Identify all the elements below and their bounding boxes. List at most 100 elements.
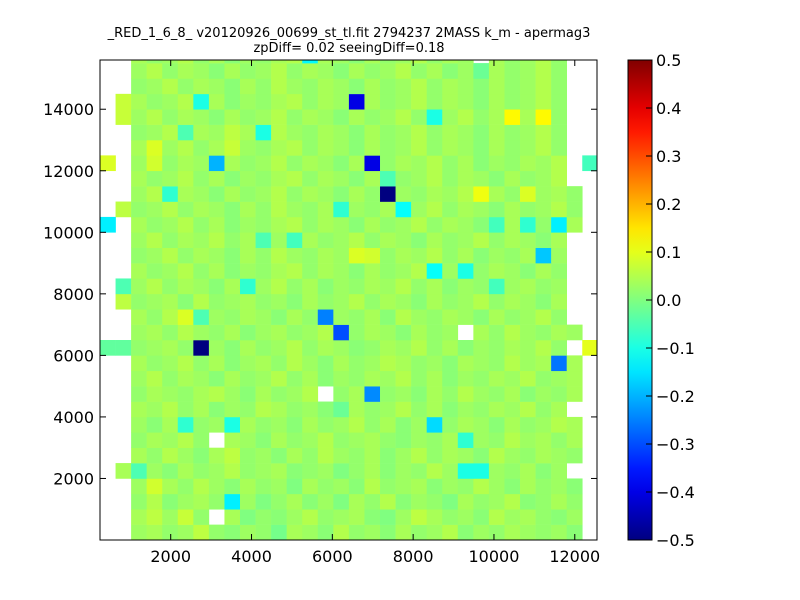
heatmap-cell [504, 432, 521, 448]
heatmap-cell [380, 78, 396, 95]
heatmap-cell [193, 463, 210, 479]
heatmap-cell [193, 78, 210, 95]
heatmap-cell [411, 232, 427, 248]
heatmap-cell [380, 232, 396, 248]
heatmap-cell [333, 432, 350, 448]
heatmap-cell [224, 386, 241, 402]
heatmap-cell [162, 140, 179, 156]
heatmap-cell [411, 278, 427, 295]
heatmap-cell [115, 340, 132, 356]
heatmap-cell [566, 432, 583, 448]
heatmap-cell [411, 155, 427, 172]
heatmap-cell [302, 309, 319, 325]
heatmap-cell [551, 155, 567, 172]
heatmap-cell [395, 463, 412, 479]
heatmap-cell [380, 416, 396, 433]
heatmap-cell [566, 324, 583, 341]
heatmap-cell [208, 340, 225, 356]
heatmap-cell [271, 140, 287, 156]
heatmap-cell [115, 463, 132, 479]
heatmap-cell [271, 232, 287, 248]
heatmap-cell [208, 216, 225, 233]
heatmap-cell [411, 263, 427, 279]
heatmap-cell [457, 60, 474, 64]
heatmap-cell [286, 60, 303, 64]
heatmap-cell [457, 509, 474, 525]
heatmap-cell [380, 170, 396, 187]
colorbar-tick-label: 0.4 [656, 99, 681, 118]
heatmap-cell [426, 93, 443, 110]
heatmap-cell [240, 524, 256, 541]
heatmap-cell [457, 340, 474, 356]
heatmap-cell [224, 340, 241, 356]
heatmap-cell [286, 278, 303, 295]
heatmap-cell [302, 386, 319, 402]
heatmap-cell [488, 401, 505, 418]
heatmap-cell [131, 478, 147, 495]
heatmap-cell [208, 60, 225, 64]
colorbar-tick-label: 0.3 [656, 147, 681, 166]
heatmap-cell [162, 509, 179, 525]
heatmap-cell [535, 386, 552, 402]
heatmap-cell [457, 463, 474, 479]
y-tick-label: 6000 [53, 346, 94, 365]
heatmap-cell [146, 60, 163, 64]
heatmap-cell [240, 109, 256, 125]
heatmap-cell [224, 201, 241, 218]
heatmap-cell [100, 340, 116, 356]
heatmap-cell [177, 63, 194, 79]
heatmap-cell [551, 293, 567, 310]
heatmap-cell [566, 416, 583, 433]
heatmap-cell [442, 155, 459, 172]
heatmap-cell [100, 216, 116, 233]
heatmap-cell [348, 340, 365, 356]
heatmap-cell [162, 278, 179, 295]
heatmap-cell [395, 263, 412, 279]
heatmap-cell [520, 293, 536, 310]
heatmap-cell [395, 93, 412, 110]
heatmap-cell [271, 324, 287, 341]
heatmap-cell [380, 201, 396, 218]
x-tick-label: 8000 [393, 547, 434, 566]
heatmap-cell [162, 232, 179, 248]
heatmap-cell [504, 263, 521, 279]
heatmap-cell [271, 278, 287, 295]
heatmap-cell [224, 93, 241, 110]
heatmap-cell [457, 78, 474, 95]
heatmap-cell [333, 478, 350, 495]
heatmap-cell [177, 124, 194, 141]
heatmap-cell [488, 509, 505, 525]
heatmap-cell [488, 232, 505, 248]
heatmap-cell [504, 140, 521, 156]
heatmap-cell [457, 247, 474, 264]
heatmap-cell [426, 493, 443, 510]
heatmap-cell [302, 509, 319, 525]
heatmap-cell [364, 447, 381, 464]
heatmap-cell [520, 340, 536, 356]
heatmap-cell [177, 155, 194, 172]
heatmap-cell [411, 386, 427, 402]
heatmap-cell [411, 447, 427, 464]
heatmap-cell [146, 140, 163, 156]
heatmap-cell [255, 78, 272, 95]
heatmap-cell [333, 93, 350, 110]
heatmap-cell [551, 170, 567, 187]
heatmap-cell [395, 493, 412, 510]
heatmap-cell [193, 509, 210, 525]
heatmap-cell [162, 309, 179, 325]
heatmap-cell [520, 355, 536, 372]
heatmap-cell [131, 432, 147, 448]
heatmap-cell [271, 509, 287, 525]
heatmap-cell [473, 186, 490, 202]
heatmap-cell [224, 293, 241, 310]
heatmap-cell [146, 416, 163, 433]
heatmap-cell [364, 401, 381, 418]
heatmap-cell [177, 93, 194, 110]
heatmap-cell [473, 370, 490, 387]
heatmap-cell [177, 386, 194, 402]
heatmap-cell [271, 78, 287, 95]
heatmap-cell [504, 60, 521, 64]
heatmap-cell [240, 509, 256, 525]
heatmap-cell [380, 263, 396, 279]
heatmap-cell [535, 263, 552, 279]
